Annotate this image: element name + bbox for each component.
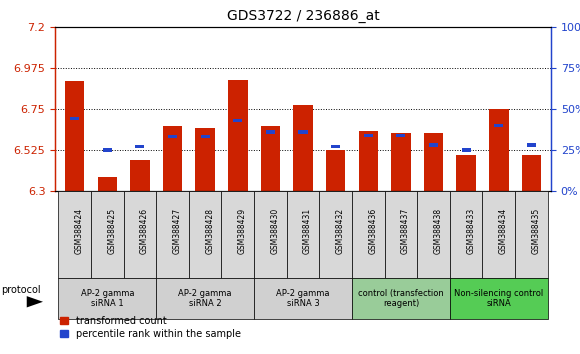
Bar	[70, 117, 79, 120]
Bar	[489, 109, 509, 191]
Text: GSM388428: GSM388428	[205, 208, 214, 254]
Text: GSM388424: GSM388424	[75, 208, 84, 254]
Bar	[266, 130, 275, 133]
Bar	[396, 133, 405, 137]
Bar	[326, 150, 346, 191]
Bar	[494, 124, 503, 127]
Text: Non-silencing control
siRNA: Non-silencing control siRNA	[454, 289, 543, 308]
Text: GSM388431: GSM388431	[303, 208, 312, 254]
Bar	[462, 148, 471, 152]
Legend: transformed count, percentile rank within the sample: transformed count, percentile rank withi…	[60, 316, 241, 338]
Bar	[358, 131, 378, 191]
Text: GSM388436: GSM388436	[368, 208, 378, 254]
Bar	[135, 145, 144, 148]
Bar	[130, 160, 150, 191]
Text: GSM388426: GSM388426	[140, 208, 149, 254]
Bar	[521, 155, 541, 191]
Text: AP-2 gamma
siRNA 3: AP-2 gamma siRNA 3	[276, 289, 330, 308]
Bar	[201, 135, 210, 138]
Text: control (transfection
reagent): control (transfection reagent)	[358, 289, 444, 308]
Text: GSM388432: GSM388432	[336, 208, 345, 254]
Bar	[65, 81, 85, 191]
Bar	[195, 128, 215, 191]
Bar	[299, 130, 307, 133]
Bar	[163, 126, 182, 191]
Bar	[391, 133, 411, 191]
Text: GSM388430: GSM388430	[270, 208, 280, 254]
Text: GSM388434: GSM388434	[499, 208, 508, 254]
Bar	[168, 135, 177, 138]
Text: GSM388433: GSM388433	[466, 208, 475, 254]
Bar	[103, 148, 112, 152]
Text: GSM388425: GSM388425	[107, 208, 117, 254]
Bar	[456, 155, 476, 191]
Bar	[260, 126, 280, 191]
Bar	[424, 133, 443, 191]
Text: GSM388437: GSM388437	[401, 208, 410, 254]
Bar	[331, 145, 340, 148]
Title: GDS3722 / 236886_at: GDS3722 / 236886_at	[227, 9, 379, 23]
Text: GSM388427: GSM388427	[173, 208, 182, 254]
Text: GSM388438: GSM388438	[433, 208, 443, 254]
Bar	[293, 105, 313, 191]
Bar	[97, 177, 117, 191]
Text: GSM388435: GSM388435	[531, 208, 541, 254]
Bar	[527, 143, 536, 147]
Bar	[364, 133, 373, 137]
Text: protocol: protocol	[1, 285, 41, 296]
Bar	[233, 119, 242, 122]
Text: AP-2 gamma
siRNA 2: AP-2 gamma siRNA 2	[179, 289, 232, 308]
Bar	[429, 143, 438, 147]
Text: AP-2 gamma
siRNA 1: AP-2 gamma siRNA 1	[81, 289, 134, 308]
Text: GSM388429: GSM388429	[238, 208, 247, 254]
Bar	[228, 80, 248, 191]
